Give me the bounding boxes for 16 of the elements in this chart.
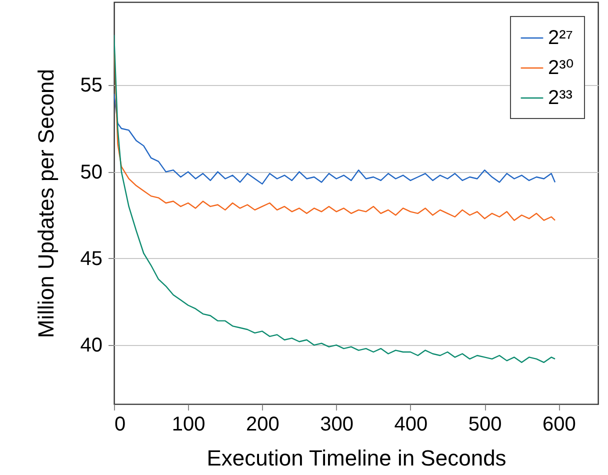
legend-label: 2³³: [548, 87, 573, 109]
legend-label: 2³⁰: [548, 57, 574, 79]
y-tick-label: 45: [80, 248, 102, 270]
x-tick-label: 100: [172, 414, 206, 436]
x-tick-label: 300: [320, 414, 354, 436]
y-tick-label: 40: [80, 334, 102, 357]
x-tick-label: 400: [394, 414, 428, 436]
x-tick-label: 600: [542, 414, 576, 436]
legend-label: 2²⁷: [548, 27, 574, 49]
y-tick-label: 55: [80, 74, 102, 97]
y-axis-title: Million Updates per Second: [33, 68, 58, 338]
x-axis-title: Execution Timeline in Seconds: [206, 446, 506, 470]
y-tick-label: 50: [80, 161, 102, 184]
x-tick-label: 500: [468, 414, 502, 436]
x-tick-label: 0: [114, 414, 126, 436]
x-tick-label: 200: [246, 414, 280, 436]
